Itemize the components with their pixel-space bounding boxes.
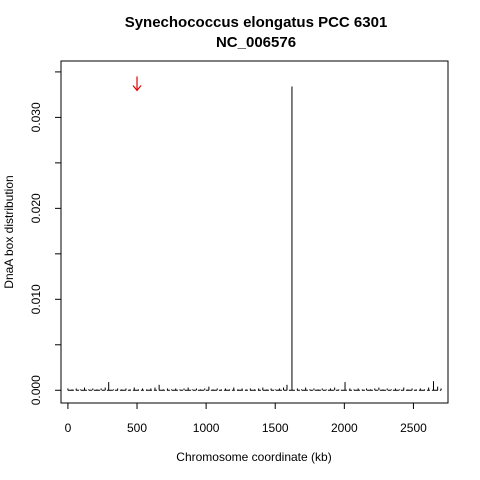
x-tick-label: 2500	[400, 421, 427, 435]
plot-frame	[60, 60, 449, 404]
chart-title: Synechococcus elongatus PCC 6301	[125, 14, 388, 31]
x-tick-label: 500	[127, 421, 147, 435]
y-axis-label: DnaA box distribution	[2, 175, 16, 288]
y-tick-label: 0.010	[29, 284, 43, 314]
annotations	[132, 76, 142, 92]
y-tick-label: 0.000	[29, 375, 43, 405]
y-tick-label: 0.030	[29, 102, 43, 132]
x-tick-label: 1000	[193, 421, 220, 435]
x-axis-label: Chromosome coordinate (kb)	[176, 450, 331, 464]
x-tick-label: 1500	[262, 421, 289, 435]
chart-subtitle: NC_006576	[216, 34, 296, 51]
x-tick-label: 0	[65, 421, 72, 435]
x-tick-label: 2000	[331, 421, 358, 435]
x-axis: 0 500 1000 1500 2000 2500	[65, 402, 427, 435]
data-series	[67, 86, 442, 391]
y-tick-label: 0.020	[29, 193, 43, 223]
arrow-head	[132, 85, 142, 92]
y-axis: 0.000 0.010 0.020 0.030	[29, 71, 62, 405]
